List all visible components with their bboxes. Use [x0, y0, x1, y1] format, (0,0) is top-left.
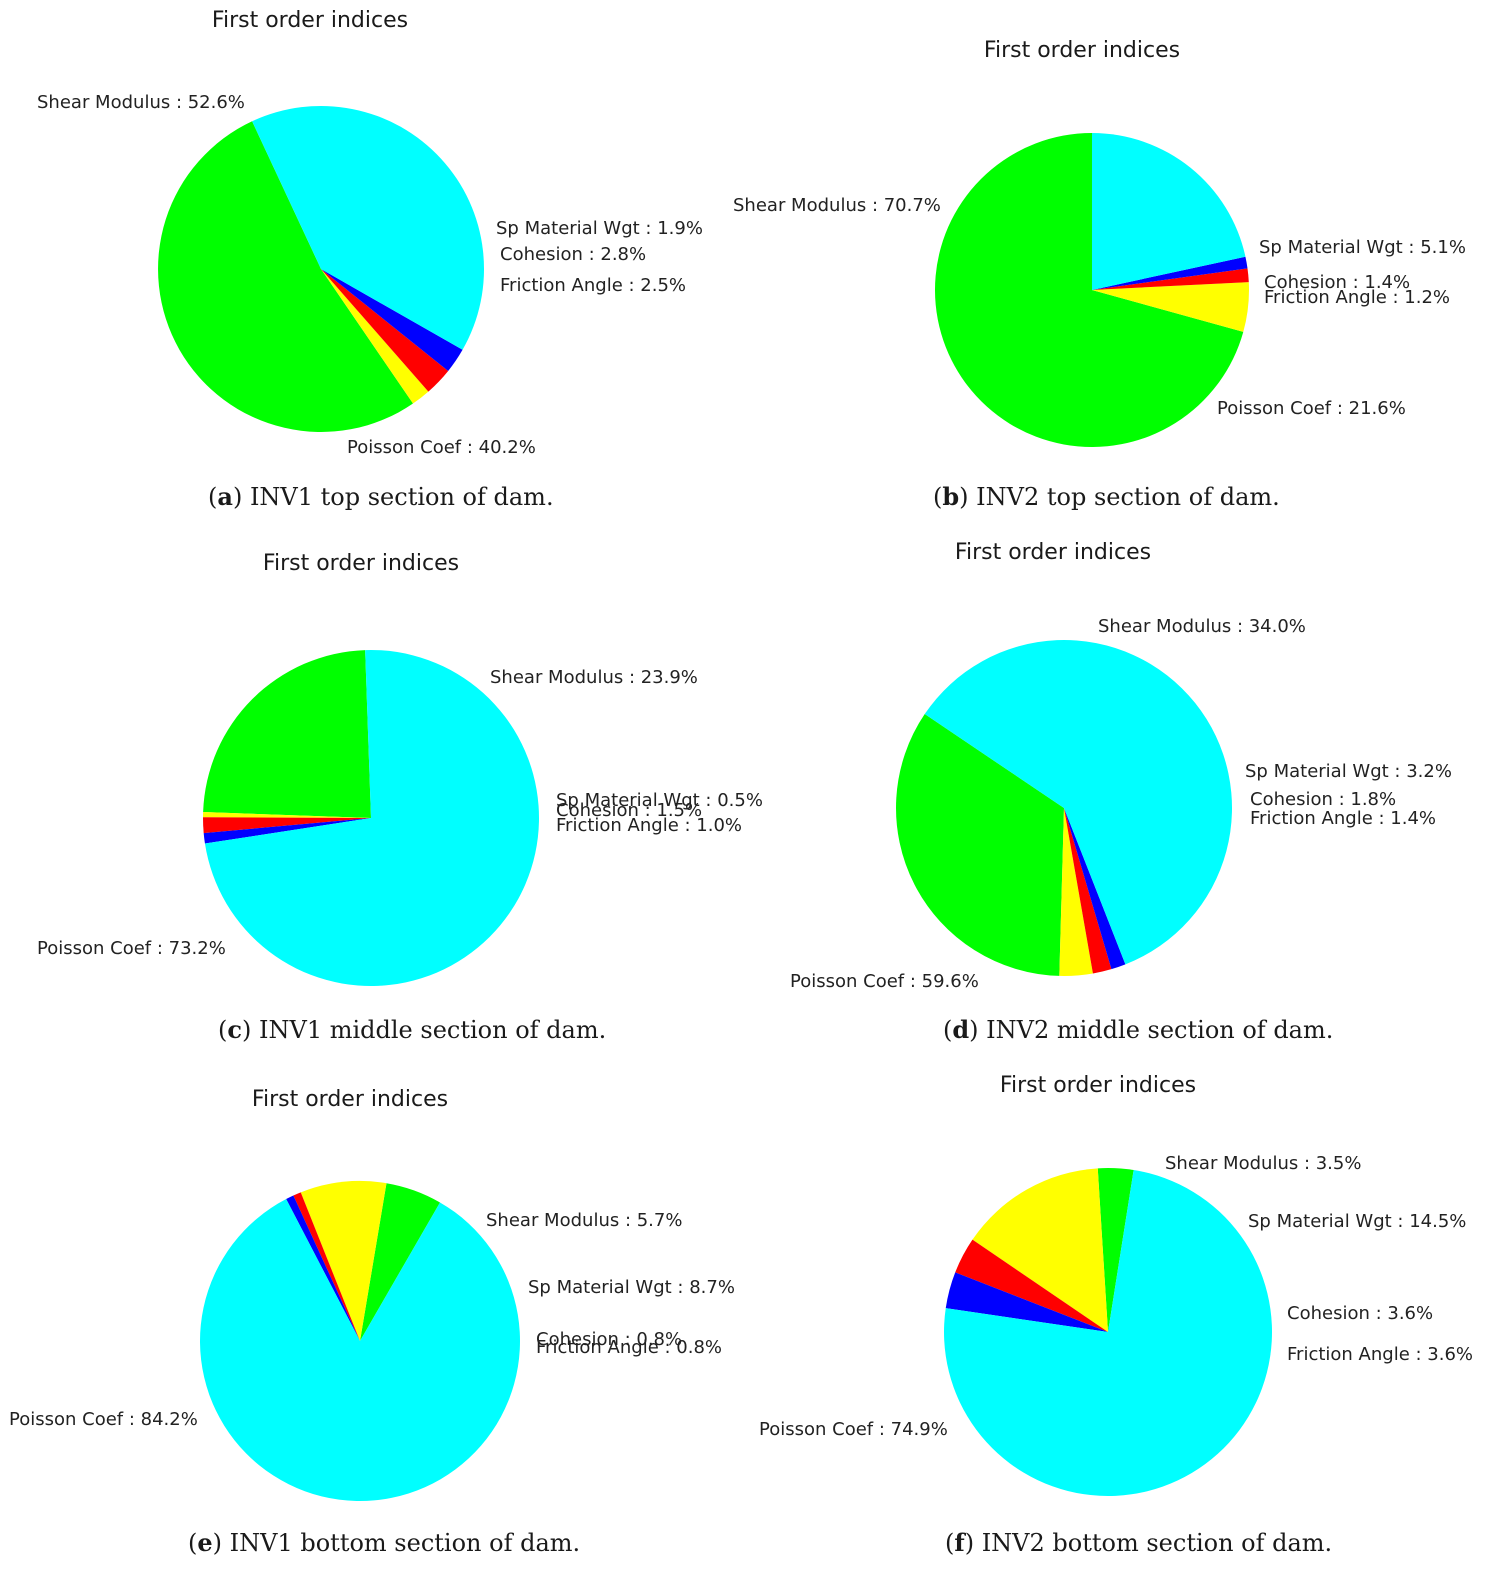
chart-title-f: First order indices [1000, 1073, 1196, 1098]
caption-e: (e) INV1 bottom section of dam. [188, 1528, 581, 1557]
pie-slice-e-poisson-coef [199, 1199, 520, 1502]
slice-label-c-sp-material-wgt: Sp Material Wgt : 0.5% [556, 790, 763, 811]
pie-slice-a-poisson-coef [252, 105, 485, 350]
slice-label-c-cohesion: Cohesion : 1.5% [556, 800, 702, 821]
slice-label-f-sp-material-wgt: Sp Material Wgt : 14.5% [1248, 1211, 1466, 1232]
slice-label-a-poisson-coef: Poisson Coef : 40.2% [347, 437, 536, 458]
slice-label-a-shear-modulus: Shear Modulus : 52.6% [37, 92, 245, 113]
pie-slice-c-sp-material-wgt [203, 812, 371, 818]
pie-slice-c-shear-modulus [203, 650, 371, 818]
slice-label-e-cohesion: Cohesion : 0.8% [536, 1329, 682, 1350]
slice-label-b-poisson-coef: Poisson Coef : 21.6% [1217, 398, 1406, 419]
slice-label-f-poisson-coef: Poisson Coef : 74.9% [759, 1419, 948, 1440]
caption-c: (c) INV1 middle section of dam. [218, 1015, 607, 1044]
pie-slice-a-sp-material-wgt [321, 269, 429, 404]
chart-title-d: First order indices [955, 540, 1151, 565]
pie-slice-e-cohesion [293, 1192, 360, 1341]
chart-title-b: First order indices [984, 38, 1180, 63]
pie-slice-d-poisson-coef [924, 639, 1233, 965]
caption-b: (b) INV2 top section of dam. [933, 482, 1280, 511]
pie-slice-f-shear-modulus [1097, 1167, 1134, 1332]
pie-slice-e-sp-material-wgt [300, 1180, 387, 1341]
pie-slice-c-friction-angle [203, 818, 371, 844]
slice-label-f-cohesion: Cohesion : 3.6% [1287, 1303, 1433, 1324]
chart-title-e: First order indices [252, 1087, 448, 1112]
slice-label-e-sp-material-wgt: Sp Material Wgt : 8.7% [528, 1277, 735, 1298]
slice-label-d-shear-modulus: Shear Modulus : 34.0% [1098, 616, 1306, 637]
pie-slice-a-shear-modulus [158, 121, 413, 432]
slice-label-e-poisson-coef: Poisson Coef : 84.2% [9, 1409, 198, 1430]
pie-slice-c-cohesion [202, 817, 371, 834]
pie-slice-f-friction-angle [945, 1272, 1108, 1332]
slice-label-d-cohesion: Cohesion : 1.8% [1250, 789, 1396, 810]
slice-label-f-shear-modulus: Shear Modulus : 3.5% [1165, 1153, 1361, 1174]
chart-title-a: First order indices [212, 8, 408, 33]
slice-label-a-friction-angle: Friction Angle : 2.5% [500, 275, 686, 296]
slice-label-c-poisson-coef: Poisson Coef : 73.2% [37, 938, 226, 959]
pie-slice-b-friction-angle [1092, 256, 1248, 290]
slice-label-a-sp-material-wgt: Sp Material Wgt : 1.9% [496, 218, 703, 239]
caption-a: (a) INV1 top section of dam. [208, 482, 554, 511]
pie-slice-b-shear-modulus [934, 133, 1244, 447]
slice-label-e-friction-angle: Friction Angle : 0.8% [536, 1337, 722, 1358]
pie-slice-d-sp-material-wgt [1059, 808, 1093, 976]
pie-slice-f-sp-material-wgt [972, 1168, 1108, 1332]
pie-slice-e-shear-modulus [360, 1183, 440, 1341]
slice-label-c-shear-modulus: Shear Modulus : 23.9% [490, 667, 698, 688]
pie-slice-a-cohesion [321, 269, 449, 392]
pie-slice-d-shear-modulus [896, 714, 1064, 976]
slice-label-e-shear-modulus: Shear Modulus : 5.7% [486, 1210, 682, 1231]
pie-slice-d-cohesion [1064, 808, 1112, 974]
slice-label-f-friction-angle: Friction Angle : 3.6% [1287, 1344, 1473, 1365]
pie-slice-e-friction-angle [286, 1195, 360, 1341]
slice-label-a-cohesion: Cohesion : 2.8% [500, 244, 646, 265]
chart-title-c: First order indices [263, 551, 459, 576]
slice-label-d-sp-material-wgt: Sp Material Wgt : 3.2% [1245, 761, 1452, 782]
slice-label-d-poisson-coef: Poisson Coef : 59.6% [790, 971, 979, 992]
pie-slice-f-poisson-coef [944, 1170, 1273, 1497]
pie-slice-b-cohesion [1092, 268, 1249, 290]
slice-label-b-friction-angle: Friction Angle : 1.2% [1264, 287, 1450, 308]
slice-label-c-friction-angle: Friction Angle : 1.0% [556, 815, 742, 836]
caption-f: (f) INV2 bottom section of dam. [945, 1528, 1333, 1557]
pie-slice-c-poisson-coef [204, 649, 539, 986]
pie-slice-b-sp-material-wgt [1092, 282, 1249, 332]
slice-label-d-friction-angle: Friction Angle : 1.4% [1250, 808, 1436, 829]
caption-d: (d) INV2 middle section of dam. [943, 1015, 1334, 1044]
slice-label-b-sp-material-wgt: Sp Material Wgt : 5.1% [1259, 237, 1466, 258]
pie-slice-f-cohesion [955, 1239, 1108, 1332]
pie-slice-a-friction-angle [321, 269, 463, 371]
slice-label-b-shear-modulus: Shear Modulus : 70.7% [733, 195, 941, 216]
slice-label-b-cohesion: Cohesion : 1.4% [1264, 272, 1410, 293]
pie-slice-b-poisson-coef [1092, 133, 1246, 290]
pie-slice-d-friction-angle [1064, 808, 1126, 970]
